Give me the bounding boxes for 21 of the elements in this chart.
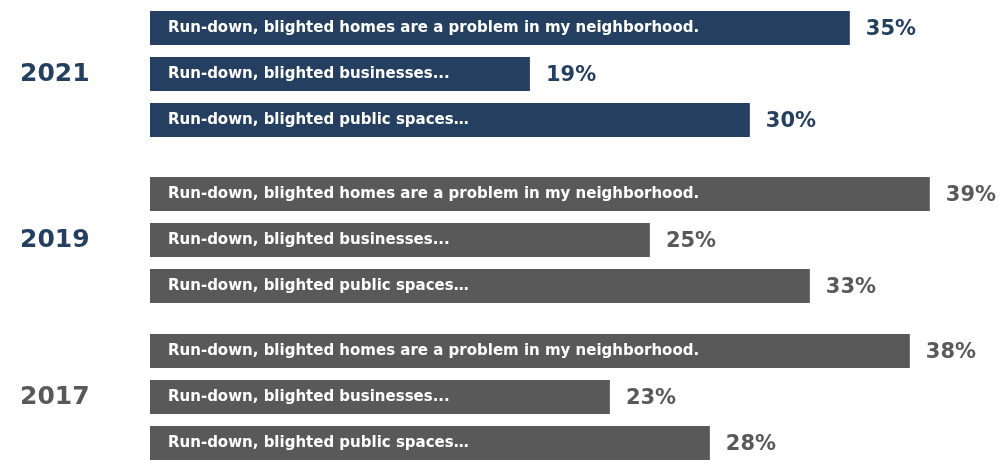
data-label: 25% — [665, 228, 717, 253]
category-label: Run-down, blighted public spaces… — [168, 109, 469, 128]
category-label: Run-down, blighted public spaces… — [168, 432, 469, 451]
data-label: 19% — [545, 62, 597, 87]
category-label: Run-down, blighted homes are a problem in my neighborhood. — [168, 340, 700, 359]
category-label: Run-down, blighted homes are a problem in my neighborhood. — [168, 17, 700, 36]
text: 2021 — [20, 57, 90, 87]
data-label: 33% — [825, 274, 877, 299]
category-label: Run-down, blighted businesses... — [168, 63, 450, 82]
category-label: Run-down, blighted businesses... — [168, 386, 450, 405]
text: 2017 — [20, 380, 90, 410]
data-label: 35% — [865, 16, 917, 41]
data-label: 23% — [625, 385, 677, 410]
data-label: 39% — [945, 182, 997, 207]
data-label: 28% — [725, 431, 777, 456]
category-label: Run-down, blighted businesses... — [168, 229, 450, 248]
text: 2019 — [20, 223, 90, 253]
data-label: 30% — [765, 108, 817, 133]
category-label: Run-down, blighted homes are a problem in my neighborhood. — [168, 183, 700, 202]
data-label: 38% — [925, 339, 977, 364]
category-label: Run-down, blighted public spaces… — [168, 275, 469, 294]
